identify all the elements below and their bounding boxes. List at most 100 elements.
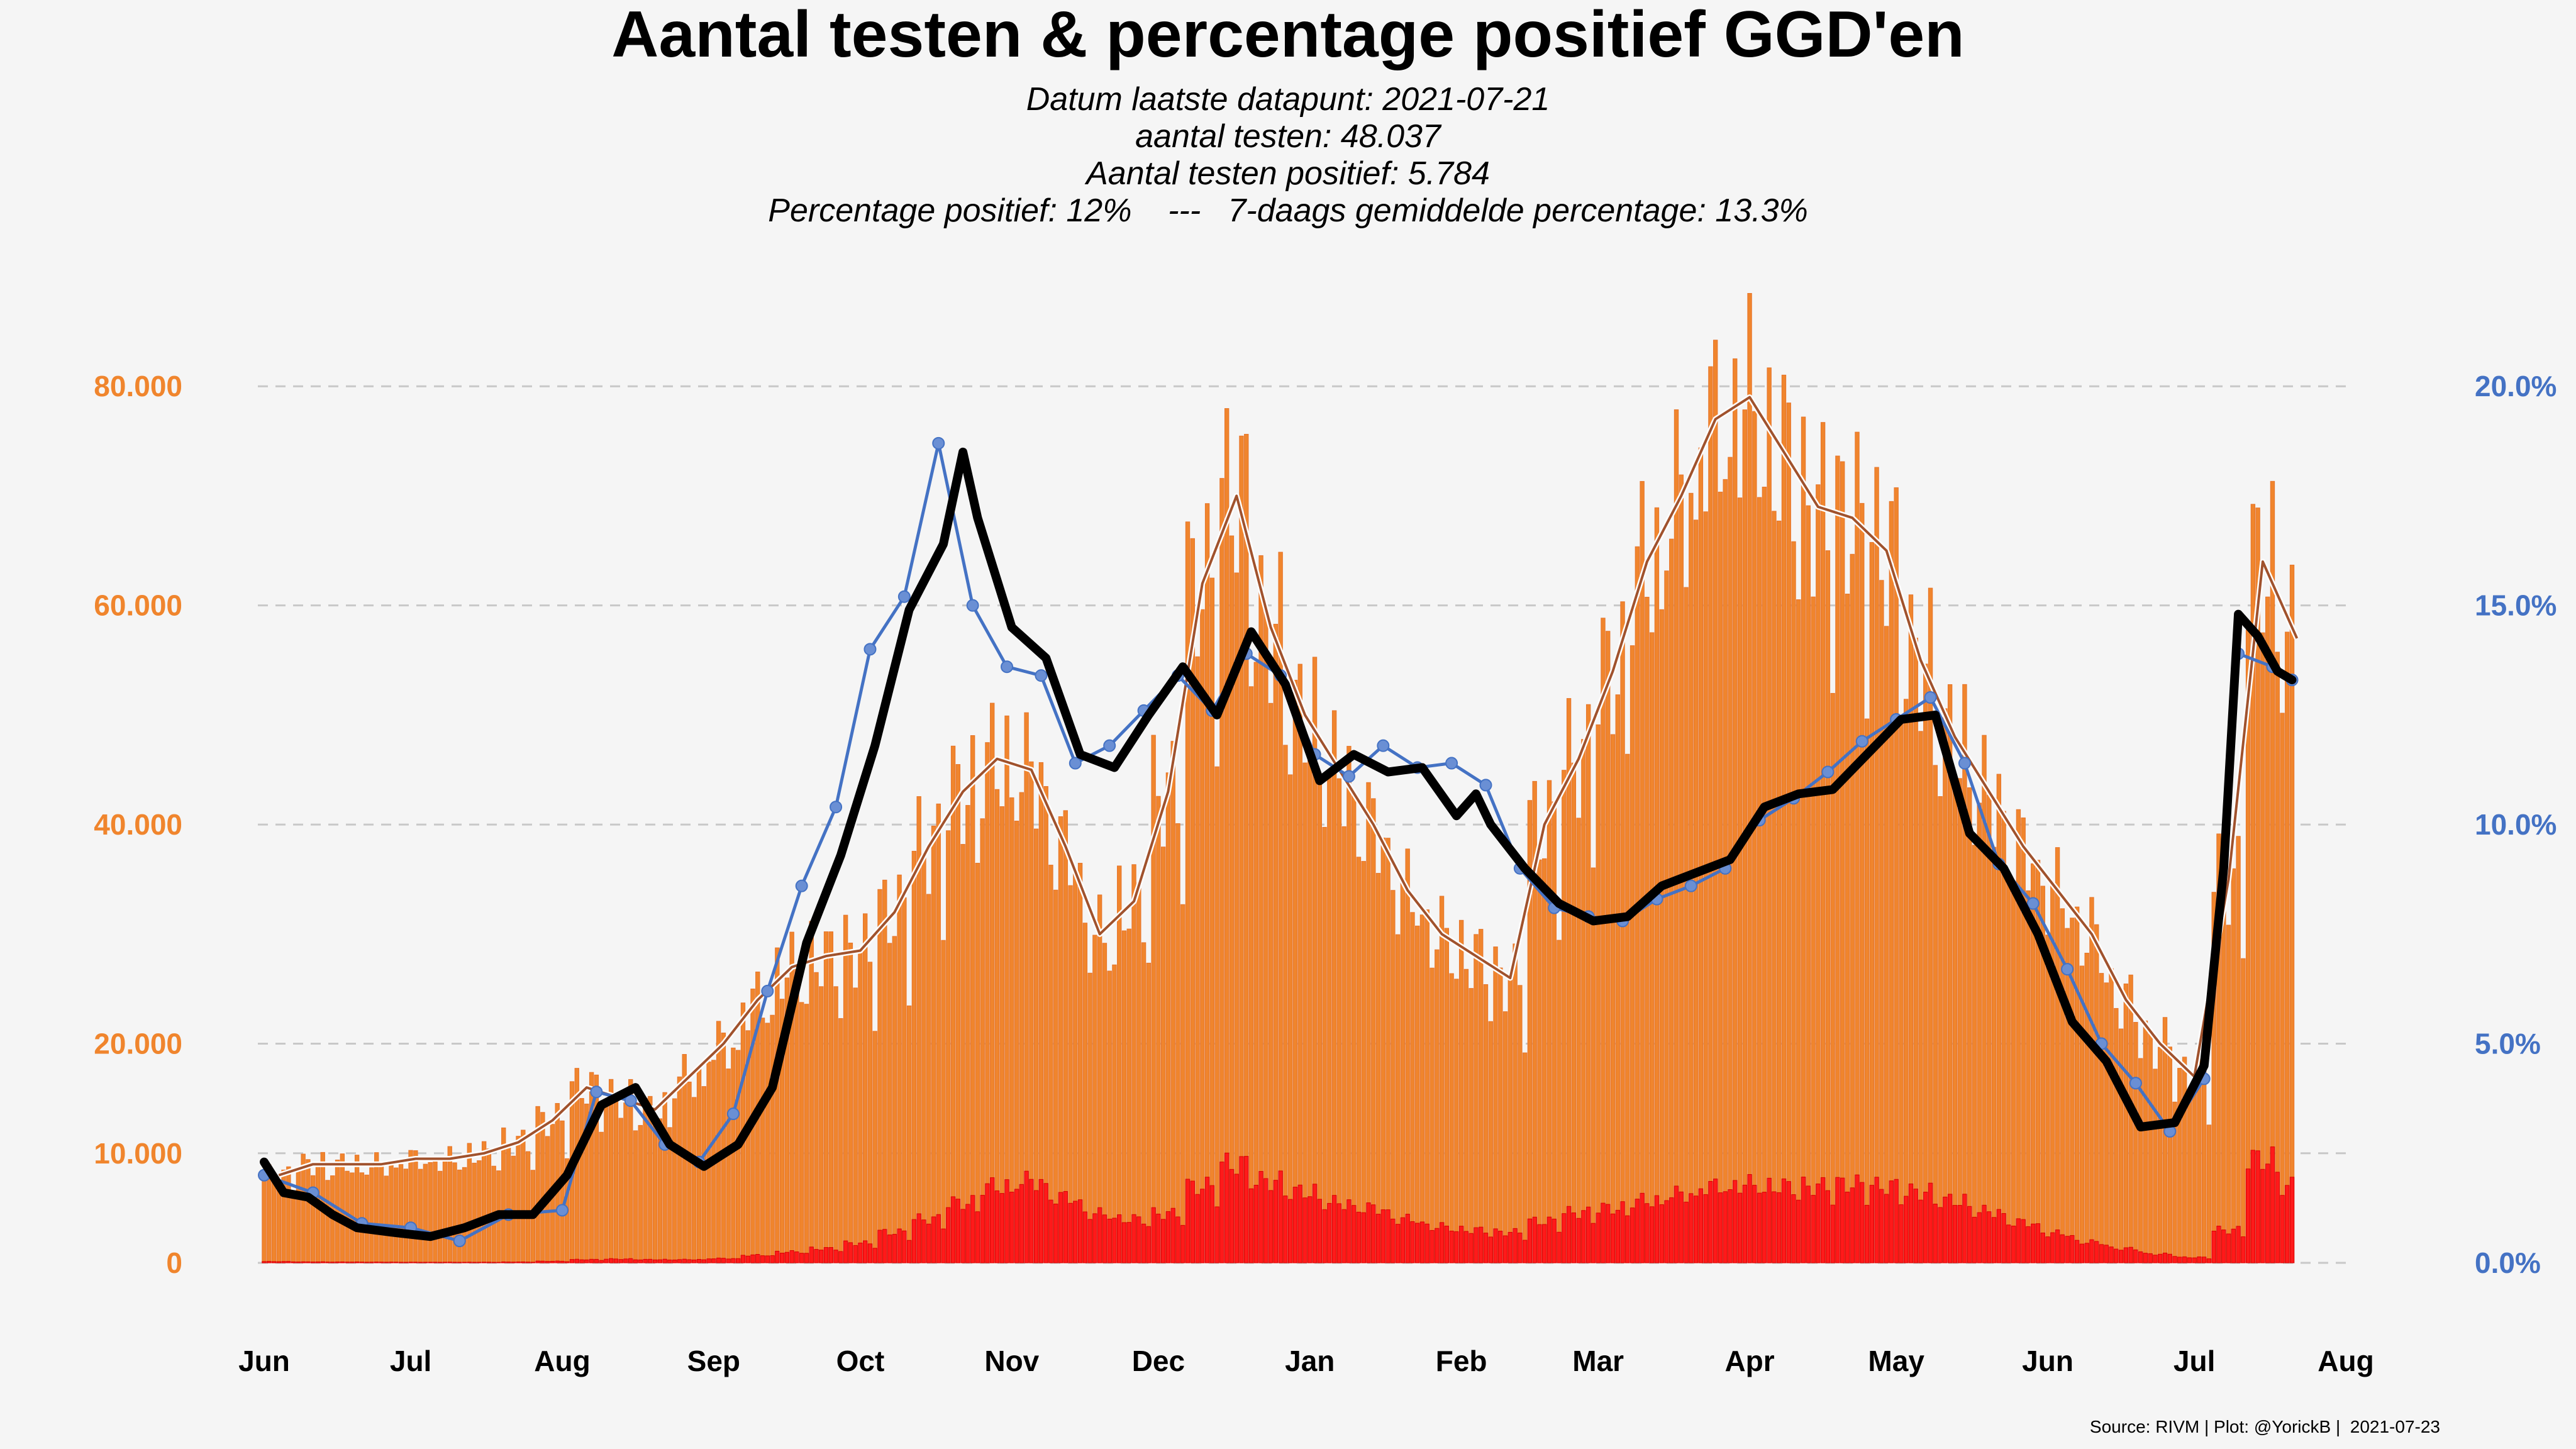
bar xyxy=(726,1258,731,1263)
bar xyxy=(1165,1211,1171,1263)
bar xyxy=(828,1247,834,1263)
percentage-point xyxy=(863,643,877,656)
bar xyxy=(1288,774,1293,1263)
bar xyxy=(740,1255,746,1263)
bar xyxy=(1830,692,1835,1263)
bar xyxy=(2270,480,2275,1263)
bar xyxy=(1767,1177,1772,1263)
x-tick-label: Jun xyxy=(238,1345,290,1377)
bar xyxy=(267,1261,272,1263)
bar xyxy=(731,1258,736,1263)
bar xyxy=(1752,1185,1757,1263)
bar xyxy=(1502,1235,1508,1263)
bar xyxy=(1581,1210,1586,1263)
bar xyxy=(701,1259,706,1263)
bar xyxy=(1684,587,1689,1263)
bar xyxy=(941,1228,946,1263)
bar xyxy=(408,1262,413,1263)
bar xyxy=(2021,1219,2026,1263)
bar xyxy=(2031,1223,2036,1263)
bar xyxy=(2089,1239,2094,1263)
bar xyxy=(1302,762,1307,1263)
bar xyxy=(1591,1223,1596,1263)
bar xyxy=(1869,541,1875,1263)
bar xyxy=(760,1018,765,1263)
bar xyxy=(1546,780,1552,1263)
bar xyxy=(2079,1243,2085,1263)
bar xyxy=(858,948,863,1263)
bar xyxy=(608,1079,614,1263)
bar xyxy=(1991,1217,1997,1263)
bar xyxy=(1733,1180,1738,1263)
bar xyxy=(716,1257,721,1263)
bar xyxy=(315,1165,321,1263)
bar xyxy=(1288,1199,1293,1263)
bar xyxy=(2285,1185,2290,1263)
percentage-point xyxy=(1103,739,1116,752)
bar xyxy=(2143,1020,2148,1263)
bar xyxy=(540,1112,545,1263)
bar xyxy=(1757,497,1762,1263)
bar xyxy=(1943,708,1948,1263)
bar xyxy=(711,1258,716,1263)
bar xyxy=(872,1248,877,1263)
x-tick-label: Aug xyxy=(534,1345,590,1377)
bar xyxy=(1698,1188,1704,1263)
bar xyxy=(765,1255,770,1263)
bar xyxy=(618,1259,623,1263)
bar xyxy=(276,1184,281,1263)
bar xyxy=(1899,722,1904,1263)
percentage-point xyxy=(555,1204,569,1217)
bar xyxy=(604,1258,609,1263)
bar xyxy=(1703,1194,1708,1263)
bar xyxy=(1366,782,1371,1263)
bar xyxy=(946,830,951,1263)
bar xyxy=(2177,1068,2182,1263)
bar xyxy=(1546,1216,1552,1263)
bar xyxy=(843,914,848,1263)
bar xyxy=(672,1098,677,1263)
bar xyxy=(1331,1195,1337,1263)
bar xyxy=(1723,1191,1728,1263)
bar xyxy=(1151,735,1156,1263)
bar xyxy=(652,1259,658,1263)
bar xyxy=(765,1023,770,1263)
bar xyxy=(369,1262,374,1263)
bar xyxy=(1513,1228,1518,1263)
bar xyxy=(2187,1257,2192,1263)
bar xyxy=(2265,1163,2270,1263)
bar xyxy=(687,1081,692,1263)
chart-title: Aantal testen & percentage positief GGD'… xyxy=(611,0,1964,71)
bar xyxy=(887,943,892,1263)
bar xyxy=(477,1160,482,1263)
bar xyxy=(1234,1174,1239,1263)
bar xyxy=(486,1262,492,1263)
bar xyxy=(613,1258,619,1263)
bar xyxy=(2201,1257,2207,1263)
bar xyxy=(1513,943,1518,1263)
bar xyxy=(965,805,970,1263)
bar xyxy=(2074,906,2080,1263)
bar xyxy=(2177,1257,2182,1263)
bar xyxy=(2045,935,2050,1263)
bar xyxy=(1258,1171,1263,1263)
bar xyxy=(902,1230,907,1263)
bar xyxy=(1385,838,1391,1263)
bar xyxy=(2084,952,2089,1263)
bar xyxy=(2148,1253,2153,1263)
bar xyxy=(1380,837,1386,1263)
bar xyxy=(1772,1191,1777,1263)
bar xyxy=(1463,1231,1469,1263)
bar xyxy=(794,1251,799,1263)
bar xyxy=(1933,765,1938,1263)
bar xyxy=(1811,1195,1816,1263)
bar xyxy=(1214,766,1219,1263)
bar xyxy=(359,1262,365,1263)
bar xyxy=(394,1262,399,1263)
bar xyxy=(2050,1232,2055,1263)
bar xyxy=(2109,968,2114,1263)
bar xyxy=(1239,1156,1244,1263)
bar xyxy=(1479,1226,1484,1263)
bar xyxy=(1405,848,1410,1263)
bar xyxy=(1488,1021,1493,1263)
